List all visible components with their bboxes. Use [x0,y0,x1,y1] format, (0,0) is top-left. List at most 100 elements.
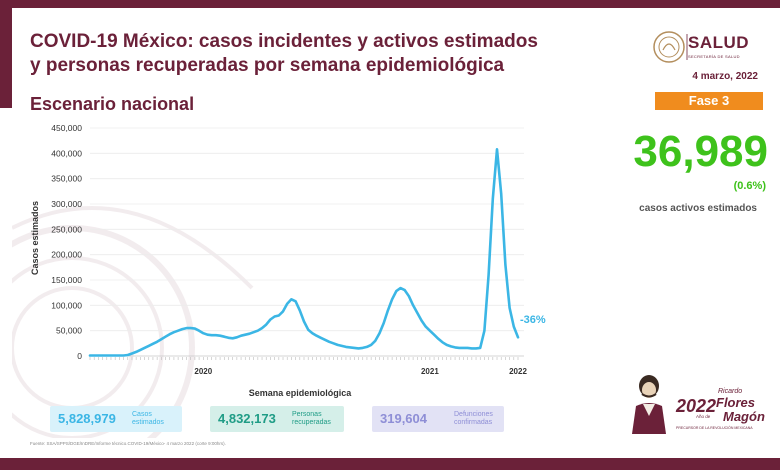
data-point [194,328,196,330]
data-point [156,341,158,343]
data-point [500,193,502,195]
y-tick-label: 250,000 [51,224,82,234]
data-point [366,346,368,348]
honoree-motto: PRECURSOR DE LA REVOLUCIÓN MEXICANA [676,426,753,430]
recovered-value: 4,832,173 [218,411,276,426]
data-point [383,322,385,324]
data-point [504,264,507,266]
y-axis-ticks: 0 50,000 100,000 150,000 200,000 250,000 300,0… [51,123,82,361]
data-point [215,334,217,336]
phase-badge: Fase 3 [655,92,763,110]
data-point [454,346,456,348]
data-point [471,347,473,349]
recovered-label-line2: recuperadas [292,419,331,426]
data-point [378,332,381,334]
data-point [135,351,137,353]
data-point [244,334,246,336]
data-point [387,309,389,311]
honoree-name-line2: Flores [716,395,756,410]
data-point [89,354,91,357]
data-point [127,354,129,356]
data-point [315,335,318,337]
data-point [341,345,343,347]
honoree-name-line3: Magón [723,409,765,424]
data-point [97,354,99,357]
data-point [332,342,334,344]
data-point [307,329,309,331]
data-point [374,340,376,342]
data-point [164,336,167,338]
data-point [345,346,347,348]
data-point [202,332,204,334]
data-point [399,287,402,289]
data-point [185,327,188,329]
x-year-label: 2021 [421,367,439,376]
data-point [190,327,192,329]
active-cases-percent: (0.6%) [733,180,766,192]
data-point [517,336,519,338]
data-point [290,298,293,300]
data-point [488,274,490,276]
left-accent-strip [0,8,12,108]
data-point [223,336,225,338]
data-point [408,295,410,297]
active-cases-value: 36,989 [633,127,768,176]
data-point [101,354,104,357]
data-point [131,352,133,355]
report-date: 4 marzo, 2022 [692,71,758,82]
data-point [118,354,120,357]
data-point [232,337,234,339]
data-point [160,338,162,340]
deaths-label-line2: confirmadas [454,419,493,426]
data-point [446,344,448,346]
data-point [475,347,477,349]
data-point [328,341,330,343]
year-badge: 2022 [676,396,717,416]
data-point [437,338,439,340]
data-point [282,310,284,313]
y-tick-label: 100,000 [51,300,82,310]
data-point [257,330,259,332]
data-point [169,333,171,335]
salud-logo-subtext: SECRETARÍA DE SALUD [688,54,740,59]
data-point [114,354,116,357]
title-line-2: y personas recuperadas por semana epidem… [30,55,505,76]
data-point [93,354,95,357]
x-axis-label: Semana epidemiológica [249,388,353,398]
data-point [425,326,427,328]
data-point [253,331,255,333]
data-point [492,198,494,200]
data-point [278,314,280,317]
year-badge-subtext: Año de [696,414,711,419]
data-point [324,339,326,341]
y-tick-label: 200,000 [51,250,82,260]
data-point [265,323,267,326]
series-points [89,148,519,357]
data-point [311,332,313,334]
data-point [122,354,125,357]
data-point [286,303,288,305]
data-point [362,347,364,349]
y-tick-label: 350,000 [51,174,82,184]
x-axis-week-ticks [89,357,519,360]
data-point [206,334,209,336]
y-tick-label: 450,000 [51,123,82,133]
data-point [349,346,351,348]
data-point [261,327,263,329]
data-point [219,335,221,337]
data-point [509,307,511,309]
data-point [211,334,213,336]
data-point [269,318,272,321]
data-point [513,326,515,328]
bottom-band [0,458,780,470]
active-cases-label: casos activos estimados [639,203,757,214]
data-point [391,298,393,300]
x-year-label: 2022 [509,367,527,376]
data-point [295,300,297,302]
deaths-box: 319,604 Defunciones confirmadas [372,406,504,432]
page-title: COVID-19 México: casos incidentes y acti… [30,30,630,78]
data-point [198,330,200,332]
data-point [173,331,175,333]
data-point [479,347,481,349]
data-point [336,344,339,346]
